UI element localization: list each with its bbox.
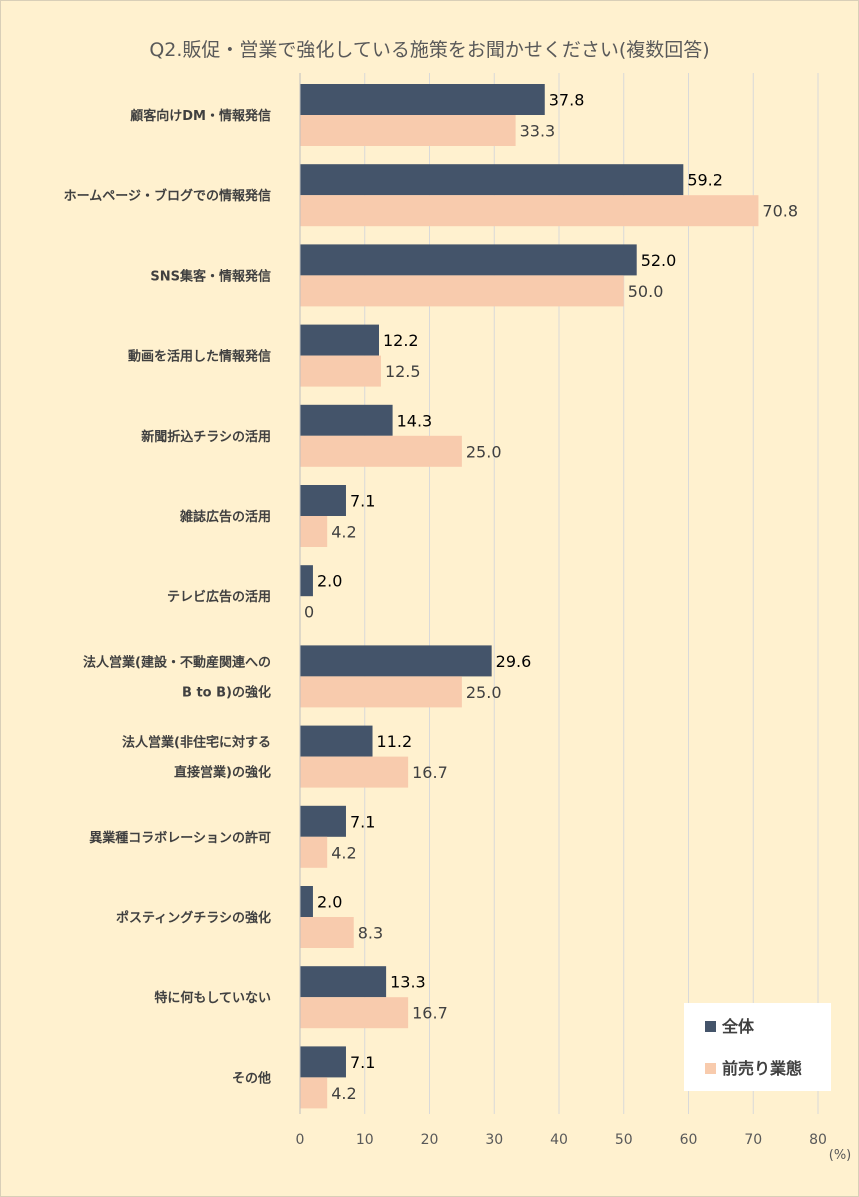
chart-title: Q2.販促・営業で強化している施策をお聞かせください(複数回答): [149, 39, 710, 61]
bar-total: [300, 886, 313, 917]
bar-total: [300, 244, 637, 276]
legend-label: 前売り業態: [722, 1059, 802, 1078]
legend-swatch: [705, 1063, 716, 1074]
category-label: 顧客向けDM・情報発信: [130, 108, 271, 124]
data-label-preorder: 25.0: [466, 683, 502, 702]
x-tick-label: 30: [485, 1132, 503, 1148]
data-label-preorder: 50.0: [628, 282, 664, 301]
x-tick-label: 80: [809, 1132, 827, 1148]
bar-preorder: [300, 115, 516, 146]
category-label: 異業種コラボレーションの許可: [89, 830, 271, 846]
data-label-preorder: 70.8: [762, 202, 798, 221]
bar-total: [300, 164, 684, 196]
category-label: SNS集客・情報発信: [150, 268, 271, 284]
bar-preorder: [300, 516, 328, 547]
bar-total: [300, 966, 387, 998]
category-label: 法人営業(建設・不動産関連への: [83, 654, 271, 670]
data-label-total: 2.0: [317, 572, 342, 591]
data-label-preorder: 16.7: [412, 1004, 448, 1023]
category-label: ホームページ・ブログでの情報発信: [64, 188, 271, 204]
bar-total: [300, 404, 393, 436]
data-label-total: 13.3: [390, 973, 426, 992]
data-label-total: 14.3: [397, 411, 433, 430]
x-tick-label: 50: [615, 1132, 633, 1148]
data-label-total: 7.1: [350, 1053, 375, 1072]
data-label-preorder: 25.0: [466, 442, 502, 461]
bar-preorder: [300, 676, 462, 708]
x-tick-label: 60: [680, 1132, 698, 1148]
category-label: ポスティングチラシの強化: [116, 910, 271, 926]
bar-preorder: [300, 1077, 328, 1109]
bar-preorder: [300, 756, 409, 788]
data-label-preorder: 4.2: [331, 843, 356, 862]
bar-preorder: [300, 355, 381, 387]
x-tick-label: 40: [550, 1132, 568, 1148]
bar-preorder: [300, 917, 354, 948]
x-tick-label: 10: [356, 1132, 374, 1148]
legend-label: 全体: [721, 1017, 755, 1036]
bar-total: [300, 1046, 346, 1078]
data-label-total: 37.8: [549, 91, 585, 110]
data-label-preorder: 12.5: [385, 362, 421, 381]
bar-preorder: [300, 836, 328, 868]
category-label: テレビ広告の活用: [167, 589, 271, 605]
category-label: 動画を活用した情報発信: [128, 349, 271, 365]
data-label-preorder: 4.2: [331, 1084, 356, 1103]
bar-total: [300, 324, 379, 356]
legend-swatch: [705, 1021, 716, 1032]
category-label: その他: [232, 1070, 271, 1086]
data-label-total: 12.2: [383, 331, 419, 350]
bar-total: [300, 805, 346, 837]
bar-preorder: [300, 195, 759, 227]
data-label-preorder: 16.7: [412, 763, 448, 782]
category-label: 雑誌広告の活用: [179, 509, 271, 525]
data-label-total: 59.2: [687, 171, 723, 190]
bar-total: [300, 565, 313, 597]
bar-preorder: [300, 275, 624, 307]
x-axis-unit: (%): [829, 1148, 852, 1163]
data-label-total: 29.6: [496, 652, 532, 671]
data-label-preorder: 33.3: [520, 122, 556, 141]
data-label-preorder: 0: [304, 603, 314, 622]
x-tick-label: 70: [744, 1132, 762, 1148]
bar-total: [300, 645, 492, 677]
data-label-total: 52.0: [641, 251, 677, 270]
category-label: 法人営業(非住宅に対する: [122, 735, 271, 751]
data-label-preorder: 8.3: [358, 924, 383, 943]
data-label-total: 11.2: [377, 732, 413, 751]
bar-total: [300, 485, 346, 516]
x-tick-label: 20: [421, 1132, 439, 1148]
bar-preorder: [300, 435, 462, 467]
category-label: B to B)の強化: [182, 684, 271, 700]
category-label: 新聞折込チラシの活用: [141, 429, 271, 445]
bar-preorder: [300, 997, 409, 1029]
data-label-total: 2.0: [317, 893, 342, 912]
data-label-preorder: 4.2: [331, 523, 356, 542]
legend-box: [684, 1003, 831, 1091]
category-label: 直接営業)の強化: [174, 765, 271, 781]
data-label-total: 7.1: [350, 492, 375, 511]
bar-total: [300, 725, 373, 757]
data-label-total: 7.1: [350, 812, 375, 831]
bar-total: [300, 84, 545, 115]
x-tick-label: 0: [296, 1132, 305, 1148]
category-label: 特に何もしていない: [154, 990, 271, 1006]
